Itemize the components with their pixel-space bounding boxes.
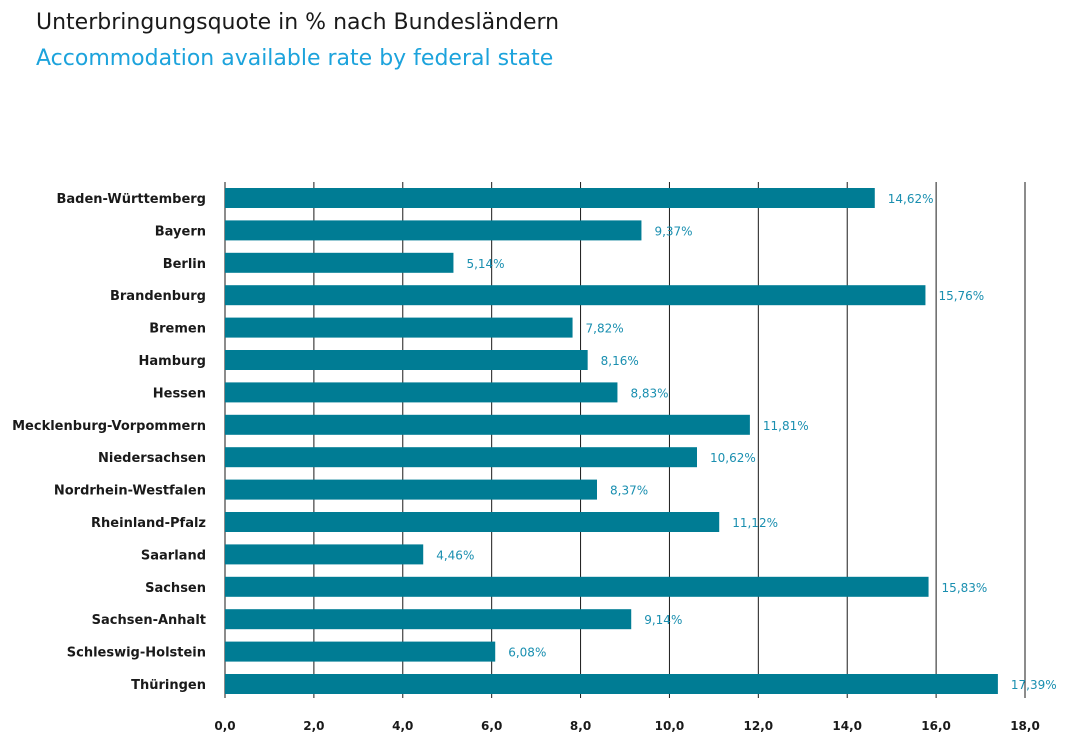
value-label: 7,82% xyxy=(586,322,624,336)
value-label: 6,08% xyxy=(508,646,546,660)
category-label: Saarland xyxy=(141,548,206,563)
bar xyxy=(225,188,875,208)
category-label: Nordrhein-Westfalen xyxy=(54,484,206,499)
x-tick-label: 16,0 xyxy=(921,719,951,733)
x-tick-label: 6,0 xyxy=(481,719,502,733)
bar xyxy=(225,414,750,435)
bar xyxy=(225,382,618,403)
bar xyxy=(225,674,998,694)
page-title: Unterbringungsquote in % nach Bundesländ… xyxy=(36,10,560,35)
value-label: 8,37% xyxy=(610,484,648,498)
page-subtitle: Accommodation available rate by federal … xyxy=(36,46,554,71)
category-label: Sachsen-Anhalt xyxy=(92,613,206,628)
category-label: Sachsen xyxy=(145,581,206,596)
value-label: 8,83% xyxy=(630,386,668,400)
category-label: Hamburg xyxy=(139,354,206,369)
value-label: 15,83% xyxy=(942,581,988,595)
category-label: Mecklenburg-Vorpommern xyxy=(12,419,206,434)
x-tick-label: 14,0 xyxy=(832,719,862,733)
category-label: Baden-Württemberg xyxy=(56,192,206,207)
bar xyxy=(225,220,642,241)
bar xyxy=(225,447,697,468)
category-label: Niedersachsen xyxy=(98,451,206,466)
category-label: Schleswig-Holstein xyxy=(67,646,206,661)
bar xyxy=(225,317,573,338)
bar xyxy=(225,576,929,597)
bar xyxy=(225,609,632,630)
x-tick-label: 12,0 xyxy=(744,719,774,733)
value-label: 14,62% xyxy=(888,192,934,206)
bar xyxy=(225,285,926,306)
category-label: Thüringen xyxy=(131,678,206,693)
x-tick-label: 0,0 xyxy=(214,719,235,733)
value-label: 4,46% xyxy=(436,548,474,562)
x-tick-label: 10,0 xyxy=(655,719,685,733)
category-label: Rheinland-Pfalz xyxy=(91,516,206,531)
bar xyxy=(225,479,597,500)
x-tick-label: 8,0 xyxy=(570,719,591,733)
value-label: 10,62% xyxy=(710,451,756,465)
bar xyxy=(225,350,588,370)
value-label: 11,81% xyxy=(763,419,809,433)
value-label: 8,16% xyxy=(601,354,639,368)
category-label: Hessen xyxy=(153,386,206,401)
value-label: 15,76% xyxy=(938,289,984,303)
value-label: 11,12% xyxy=(732,516,778,530)
value-label: 5,14% xyxy=(466,257,504,271)
x-tick-label: 18,0 xyxy=(1010,719,1040,733)
bar xyxy=(225,252,454,273)
bar xyxy=(225,512,720,532)
value-label: 17,39% xyxy=(1011,678,1057,692)
value-label: 9,14% xyxy=(644,613,682,627)
x-tick-label: 2,0 xyxy=(303,719,324,733)
category-label: Berlin xyxy=(163,257,206,272)
bar xyxy=(225,641,496,662)
category-label: Bremen xyxy=(149,322,206,337)
category-label: Bayern xyxy=(155,224,206,239)
category-label: Brandenburg xyxy=(110,289,206,304)
value-label: 9,37% xyxy=(654,224,692,238)
bar xyxy=(225,544,424,565)
x-tick-label: 4,0 xyxy=(392,719,413,733)
